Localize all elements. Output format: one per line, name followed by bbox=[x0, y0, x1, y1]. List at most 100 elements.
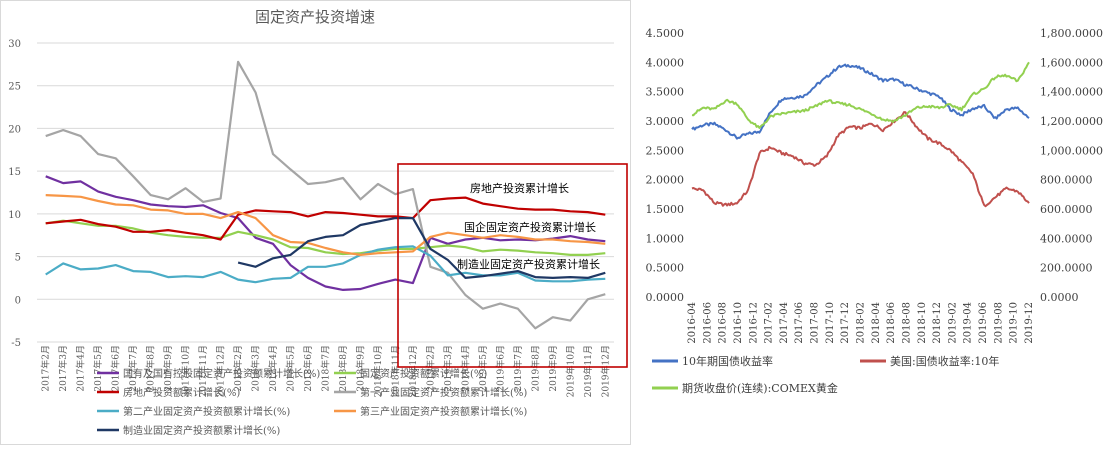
annotation-manufacturing: 制造业固定资产投资累计增长 bbox=[457, 257, 600, 271]
x-tick-label: 2019-04 bbox=[963, 302, 974, 344]
x-tick-label: 2017年5月 bbox=[92, 345, 104, 392]
x-tick-label: 2019年7月 bbox=[512, 345, 524, 392]
chart1-svg: 固定资产投资增速 -5 0 5 10 15 20 25 30 2017年2月 2017年3月 20… bbox=[0, 0, 631, 445]
x-tick-label: 2017年9月 bbox=[162, 345, 174, 392]
x-tick-label: 2019-08 bbox=[993, 302, 1004, 344]
x-tick-label: 2019年8月 bbox=[529, 345, 541, 392]
x-tick-label: 2018-10 bbox=[917, 302, 928, 344]
x-tick-label: 2018年8月 bbox=[337, 345, 349, 392]
y-tick-label: 20 bbox=[8, 124, 21, 135]
x-tick-label: 2018年10月 bbox=[372, 345, 384, 397]
x-tick-label: 2016-04 bbox=[687, 302, 698, 344]
legend-label: 美国:国债收益率:10年 bbox=[890, 354, 999, 368]
x-tick-label: 2018-02 bbox=[856, 302, 867, 344]
legend-label: 制造业固定资产投资额累计增长(%) bbox=[123, 424, 280, 437]
x-tick-label: 2019年2月 bbox=[424, 345, 436, 392]
legend-label: 房地产投资额累计增长(%) bbox=[123, 386, 240, 399]
x-tick-label: 2019年9月 bbox=[547, 345, 559, 392]
x-tick-label: 2017-08 bbox=[810, 302, 821, 344]
right-y-tick-label: 1,600.0000 bbox=[1040, 56, 1103, 69]
series-line bbox=[45, 245, 606, 284]
x-tick-label: 2019年6月 bbox=[494, 345, 506, 392]
x-tick-label: 2019年11月 bbox=[582, 345, 594, 397]
y-tick-label: -5 bbox=[11, 338, 21, 349]
x-tick-label: 2017年10月 bbox=[180, 345, 192, 397]
left-y-tick-label: 3.5000 bbox=[646, 86, 685, 99]
legend-label: 第三产业固定资产投资额累计增长(%) bbox=[360, 405, 527, 418]
x-tick-label: 2018年5月 bbox=[285, 345, 297, 392]
y-tick-label: 10 bbox=[8, 210, 21, 221]
x-tick-label: 2017-06 bbox=[794, 302, 805, 344]
left-y-tick-label: 3.0000 bbox=[646, 115, 685, 128]
left-y-tick-label: 2.5000 bbox=[646, 144, 685, 157]
x-tick-label: 2016-06 bbox=[702, 302, 713, 344]
series-line bbox=[45, 219, 606, 256]
highlight-box-2019 bbox=[397, 163, 628, 368]
annotation-real-estate: 房地产投资累计增长 bbox=[470, 181, 569, 195]
x-tick-label: 2018年2月 bbox=[232, 345, 244, 392]
x-tick-label: 2019年5月 bbox=[477, 345, 489, 392]
y-tick-label: 0 bbox=[15, 295, 21, 306]
legend-label: 第二产业固定资产投资额累计增长(%) bbox=[123, 405, 290, 418]
left-y-tick-label: 4.0000 bbox=[646, 56, 685, 69]
x-tick-label: 2018年7月 bbox=[320, 345, 332, 392]
right-y-tick-label: 1,800.0000 bbox=[1040, 27, 1103, 40]
right-y-tick-label: 0.0000 bbox=[1040, 291, 1079, 304]
left-y-tick-label: 2.0000 bbox=[646, 174, 685, 187]
x-tick-label: 2016-10 bbox=[733, 302, 744, 344]
x-tick-label: 2017-10 bbox=[825, 302, 836, 344]
series-line bbox=[45, 175, 606, 291]
left-y-tick-label: 0.0000 bbox=[646, 291, 685, 304]
x-tick-label: 2019年4月 bbox=[459, 345, 471, 392]
right-y-tick-label: 1,000.0000 bbox=[1040, 144, 1103, 157]
right-y-tick-label: 600.0000 bbox=[1040, 203, 1093, 216]
x-tick-label: 2017年8月 bbox=[145, 345, 157, 392]
series-line bbox=[691, 63, 1030, 140]
legend-label: 固定资产投资额累计增长(%) bbox=[360, 367, 487, 380]
x-tick-label: 2019年3月 bbox=[442, 345, 454, 392]
left-y-tick-label: 1.5000 bbox=[646, 203, 685, 216]
legend-label: 10年期国债收益率 bbox=[682, 354, 773, 368]
series-line bbox=[45, 60, 606, 330]
x-tick-label: 2017年3月 bbox=[57, 345, 69, 392]
x-tick-label: 2018年9月 bbox=[354, 345, 366, 392]
x-tick-label: 2017年2月 bbox=[40, 345, 52, 392]
x-tick-label: 2017年7月 bbox=[127, 345, 139, 392]
left-y-tick-label: 4.5000 bbox=[646, 27, 685, 40]
x-tick-label: 2019年10月 bbox=[564, 345, 576, 397]
x-tick-label: 2019-02 bbox=[947, 302, 958, 344]
right-y-tick-label: 1,200.0000 bbox=[1040, 115, 1103, 128]
bond-yield-gold-chart: 0.0000 0.5000 1.0000 1.5000 2.0000 2.5000 3.00… bbox=[632, 0, 1115, 445]
right-y-tick-label: 400.0000 bbox=[1040, 232, 1093, 245]
series-line bbox=[45, 196, 606, 241]
x-tick-label: 2019-10 bbox=[1009, 302, 1020, 344]
x-tick-label: 2017-12 bbox=[840, 302, 851, 344]
fixed-asset-investment-chart: 固定资产投资增速 -5 0 5 10 15 20 25 30 2017年2月 2017年3月 20… bbox=[0, 0, 631, 445]
legend-label: 国有及国有控股固定资产投资额累计增长(%) bbox=[123, 367, 320, 380]
chart2-svg: 0.0000 0.5000 1.0000 1.5000 2.0000 2.5000 3.00… bbox=[646, 27, 1103, 395]
x-tick-label: 2019年12月 bbox=[599, 345, 611, 397]
y-tick-label: 5 bbox=[15, 253, 21, 264]
x-tick-label: 2018-06 bbox=[886, 302, 897, 344]
series-line bbox=[691, 111, 1030, 208]
x-tick-label: 2018-12 bbox=[932, 302, 943, 344]
legend-label: 期货收盘价(连续):COMEX黄金 bbox=[682, 381, 838, 395]
series-line bbox=[237, 217, 606, 279]
right-y-tick-label: 800.0000 bbox=[1040, 174, 1093, 187]
x-tick-label: 2018年3月 bbox=[250, 345, 262, 392]
x-tick-label: 2017-02 bbox=[764, 302, 775, 344]
x-tick-label: 2017年4月 bbox=[75, 345, 87, 392]
left-y-tick-label: 1.0000 bbox=[646, 232, 685, 245]
legend-label: 第一产业固定资产投资额累计增长(%) bbox=[360, 386, 527, 399]
left-y-tick-label: 0.5000 bbox=[646, 262, 685, 275]
x-tick-label: 2018-08 bbox=[901, 302, 912, 344]
x-tick-label: 2017年12月 bbox=[215, 345, 227, 397]
x-tick-label: 2019-06 bbox=[978, 302, 989, 344]
y-tick-label: 30 bbox=[8, 39, 21, 50]
annotation-soe: 国企固定资产投资累计增长 bbox=[464, 220, 596, 234]
chart1-title: 固定资产投资增速 bbox=[255, 8, 375, 26]
x-tick-label: 2018年4月 bbox=[267, 345, 279, 392]
y-tick-label: 25 bbox=[8, 82, 21, 93]
x-tick-label: 2017年11月 bbox=[197, 345, 209, 397]
x-tick-label: 2017年6月 bbox=[110, 345, 122, 392]
